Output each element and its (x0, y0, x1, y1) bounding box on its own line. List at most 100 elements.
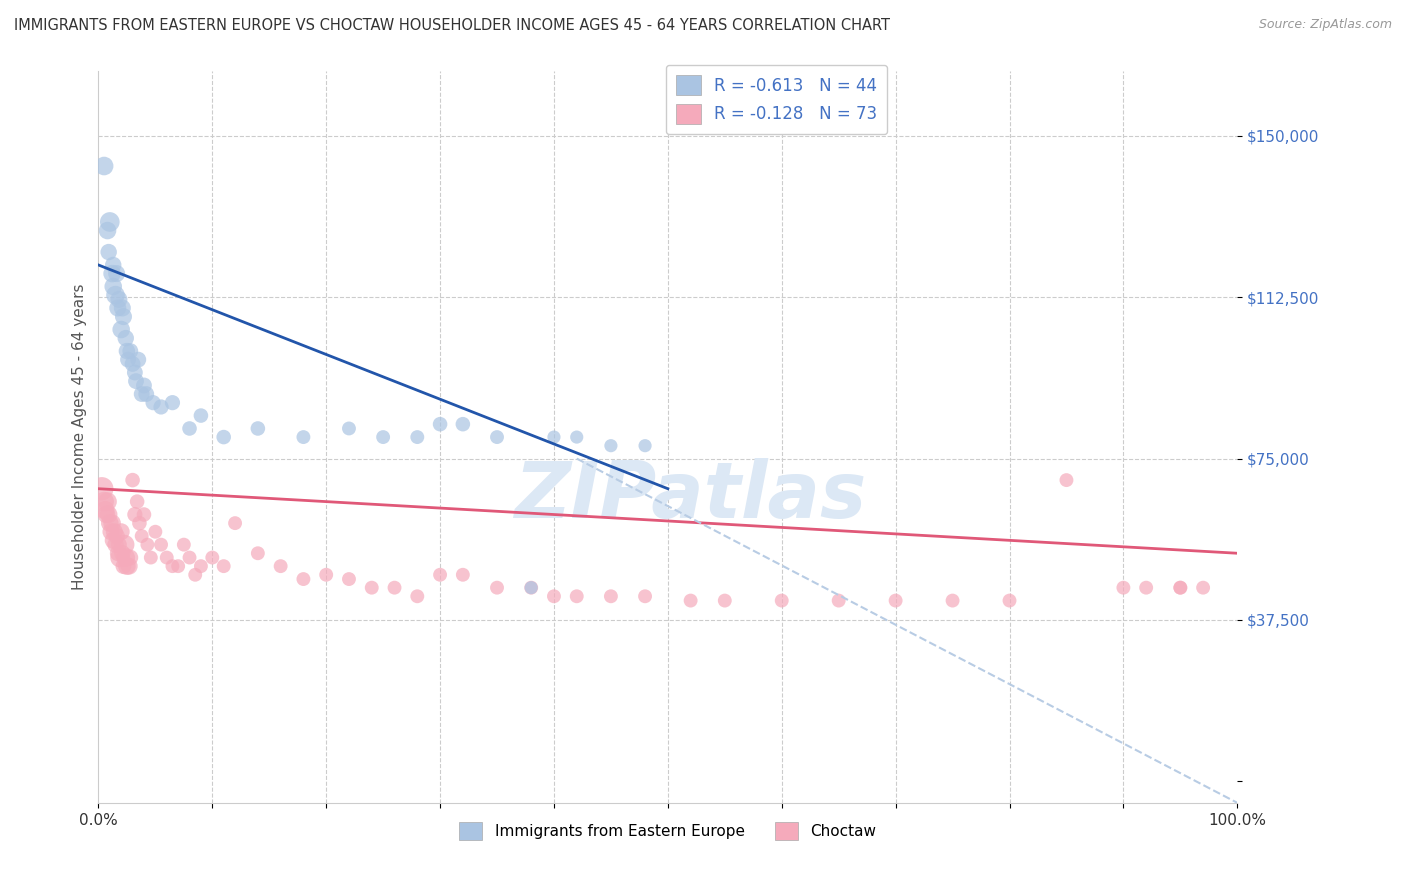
Legend: Immigrants from Eastern Europe, Choctaw: Immigrants from Eastern Europe, Choctaw (453, 815, 883, 847)
Point (142, 395, 165, 409)
Point (360, 581, 382, 595)
Point (150, 400, 173, 414)
Point (94, 503, 117, 517)
Point (429, 567, 451, 582)
Point (103, 533, 125, 548)
Point (96, 223, 118, 237)
Point (451, 417, 474, 432)
Point (121, 357, 143, 371)
Point (101, 267, 124, 281)
Point (132, 508, 155, 522)
Point (115, 344, 138, 359)
Point (246, 421, 269, 435)
Point (96, 494, 118, 508)
Text: ZIPatlas: ZIPatlas (515, 458, 866, 533)
Point (167, 559, 190, 574)
Point (184, 567, 207, 582)
Point (114, 538, 136, 552)
Point (103, 524, 125, 539)
Point (486, 581, 509, 595)
Point (543, 589, 565, 603)
Point (156, 550, 179, 565)
Point (179, 550, 201, 565)
Point (1112, 581, 1135, 595)
Point (107, 301, 129, 315)
Point (121, 473, 143, 487)
Point (127, 494, 149, 508)
Point (600, 589, 623, 603)
Point (104, 538, 127, 552)
Point (942, 593, 965, 607)
Point (108, 538, 131, 552)
Point (1054, 473, 1078, 487)
Point (600, 439, 623, 453)
Point (190, 559, 212, 574)
Point (139, 550, 162, 565)
Point (145, 524, 167, 539)
Text: IMMIGRANTS FROM EASTERN EUROPE VS CHOCTAW HOUSEHOLDER INCOME AGES 45 - 64 YEARS : IMMIGRANTS FROM EASTERN EUROPE VS CHOCTA… (14, 18, 890, 33)
Point (429, 417, 451, 432)
Point (1170, 581, 1192, 595)
Point (100, 524, 122, 539)
Point (124, 366, 146, 380)
Point (162, 559, 184, 574)
Point (520, 581, 543, 595)
Point (173, 538, 195, 552)
Point (162, 395, 184, 409)
Point (97, 508, 120, 522)
Point (90, 482, 112, 496)
Point (1135, 581, 1157, 595)
Point (292, 572, 315, 586)
Point (292, 430, 315, 444)
Point (998, 593, 1021, 607)
Point (884, 593, 907, 607)
Point (337, 572, 360, 586)
Point (201, 550, 224, 565)
Point (114, 550, 136, 565)
Point (270, 559, 292, 574)
Point (111, 301, 134, 315)
Point (127, 352, 149, 367)
Point (131, 387, 153, 401)
Point (212, 430, 235, 444)
Point (131, 529, 153, 543)
Point (520, 581, 543, 595)
Point (98, 516, 121, 530)
Point (451, 567, 474, 582)
Point (132, 378, 155, 392)
Point (108, 550, 131, 565)
Point (135, 387, 157, 401)
Point (634, 439, 657, 453)
Point (714, 593, 737, 607)
Point (103, 279, 125, 293)
Point (125, 374, 148, 388)
Point (179, 421, 201, 435)
Point (120, 344, 142, 359)
Point (337, 421, 360, 435)
Point (1192, 581, 1215, 595)
Point (246, 546, 269, 560)
Point (93, 494, 115, 508)
Point (1170, 581, 1192, 595)
Point (406, 430, 429, 444)
Point (115, 559, 138, 574)
Point (118, 559, 141, 574)
Point (110, 322, 132, 336)
Point (124, 508, 146, 522)
Point (212, 559, 235, 574)
Point (565, 589, 588, 603)
Point (190, 409, 212, 423)
Point (104, 288, 127, 302)
Point (828, 593, 851, 607)
Point (224, 516, 246, 530)
Point (111, 546, 134, 560)
Point (117, 352, 139, 367)
Point (114, 331, 136, 345)
Point (108, 293, 131, 307)
Point (543, 430, 565, 444)
Point (120, 550, 142, 565)
Point (105, 267, 128, 281)
Point (110, 524, 132, 539)
Point (101, 516, 124, 530)
Point (96, 508, 118, 522)
